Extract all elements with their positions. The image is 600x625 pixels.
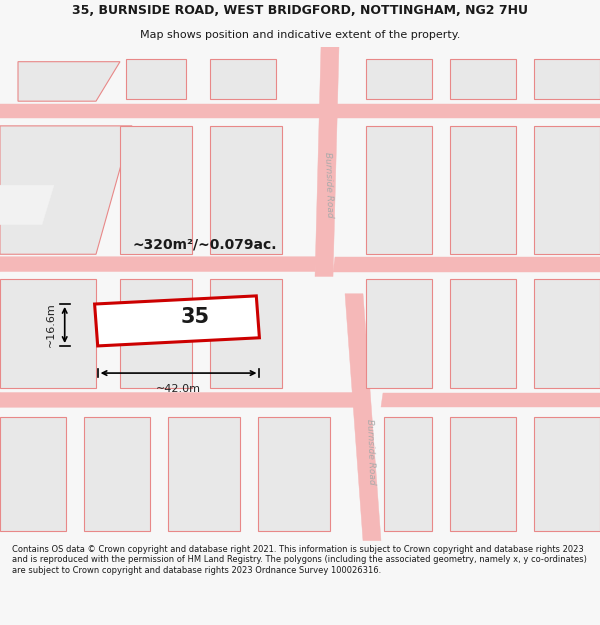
Polygon shape — [345, 294, 381, 541]
Polygon shape — [366, 59, 432, 99]
Polygon shape — [84, 418, 150, 531]
Text: ~16.6m: ~16.6m — [46, 302, 56, 348]
Polygon shape — [210, 59, 276, 99]
Polygon shape — [168, 418, 240, 531]
Polygon shape — [0, 279, 96, 388]
Polygon shape — [95, 296, 259, 346]
Polygon shape — [0, 126, 132, 254]
Polygon shape — [18, 62, 120, 101]
Text: 35: 35 — [181, 307, 209, 327]
Polygon shape — [0, 392, 365, 408]
Polygon shape — [366, 279, 432, 388]
Polygon shape — [450, 279, 516, 388]
Polygon shape — [534, 126, 600, 254]
Polygon shape — [120, 279, 192, 388]
Polygon shape — [315, 47, 339, 276]
Polygon shape — [450, 59, 516, 99]
Text: Burnside Road: Burnside Road — [323, 152, 334, 218]
Polygon shape — [534, 418, 600, 531]
Polygon shape — [384, 418, 432, 531]
Polygon shape — [0, 418, 66, 531]
Polygon shape — [210, 126, 282, 254]
Polygon shape — [0, 185, 54, 224]
Polygon shape — [333, 257, 600, 271]
Polygon shape — [210, 279, 282, 388]
Text: ~42.0m: ~42.0m — [156, 384, 201, 394]
Polygon shape — [534, 59, 600, 99]
Text: Contains OS data © Crown copyright and database right 2021. This information is : Contains OS data © Crown copyright and d… — [12, 545, 587, 574]
Text: Burnside Road: Burnside Road — [365, 419, 376, 485]
Polygon shape — [366, 126, 432, 254]
Text: Map shows position and indicative extent of the property.: Map shows position and indicative extent… — [140, 30, 460, 40]
Polygon shape — [0, 257, 317, 271]
Text: ~320m²/~0.079ac.: ~320m²/~0.079ac. — [132, 238, 277, 251]
Polygon shape — [0, 104, 600, 119]
Polygon shape — [534, 279, 600, 388]
Polygon shape — [120, 126, 192, 254]
Polygon shape — [381, 392, 600, 408]
Polygon shape — [126, 59, 186, 99]
Polygon shape — [258, 418, 330, 531]
Polygon shape — [450, 126, 516, 254]
Text: 35, BURNSIDE ROAD, WEST BRIDGFORD, NOTTINGHAM, NG2 7HU: 35, BURNSIDE ROAD, WEST BRIDGFORD, NOTTI… — [72, 4, 528, 17]
Polygon shape — [450, 418, 516, 531]
